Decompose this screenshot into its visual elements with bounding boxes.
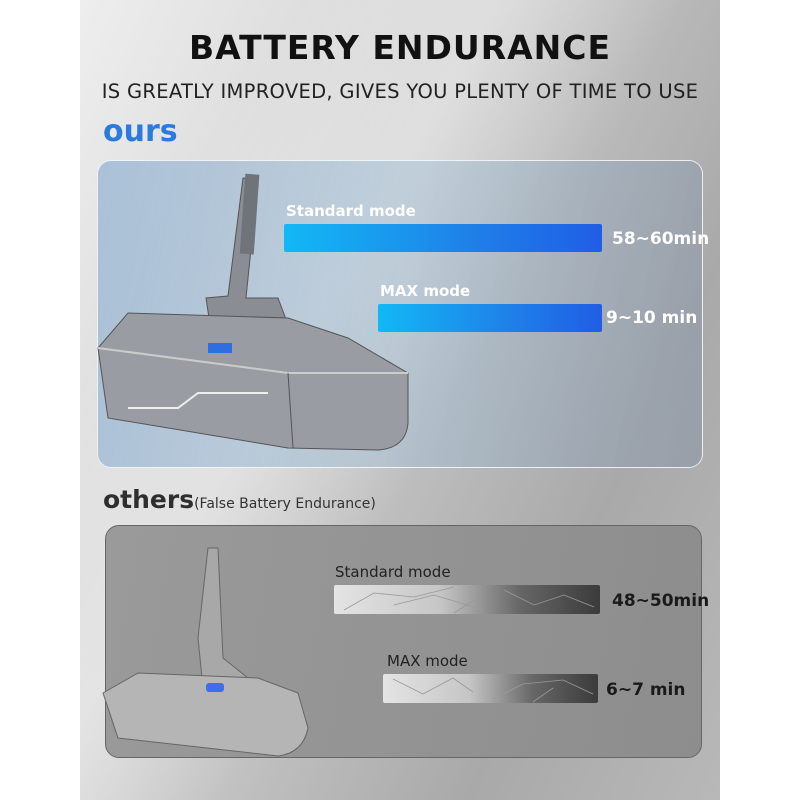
others-note: (False Battery Endurance) [194, 496, 376, 512]
ours-max-label: MAX mode [380, 282, 471, 300]
ours-standard-label: Standard mode [286, 202, 416, 220]
page-subtitle: IS GREATLY IMPROVED, GIVES YOU PLENTY OF… [101, 80, 699, 103]
ours-standard-value: 58~60min [612, 229, 710, 249]
battery-image-others [102, 547, 309, 757]
others-max-value: 6~7 min [606, 680, 686, 700]
page-title: BATTERY ENDURANCE [188, 28, 612, 67]
others-standard-label: Standard mode [335, 563, 451, 581]
crack-texture [392, 677, 594, 703]
ours-standard-bar [284, 224, 602, 252]
ours-heading: ours [103, 114, 178, 149]
others-max-bar [383, 674, 598, 703]
others-heading-text: others [103, 485, 195, 514]
others-standard-bar [334, 585, 600, 614]
others-heading: others(False Battery Endurance) [103, 485, 376, 514]
others-max-label: MAX mode [387, 652, 468, 670]
ours-max-bar [378, 304, 602, 332]
battery-image-ours [97, 173, 409, 451]
ours-max-value: 9~10 min [606, 308, 698, 328]
others-standard-value: 48~50min [612, 591, 710, 611]
crack-texture [343, 586, 595, 614]
